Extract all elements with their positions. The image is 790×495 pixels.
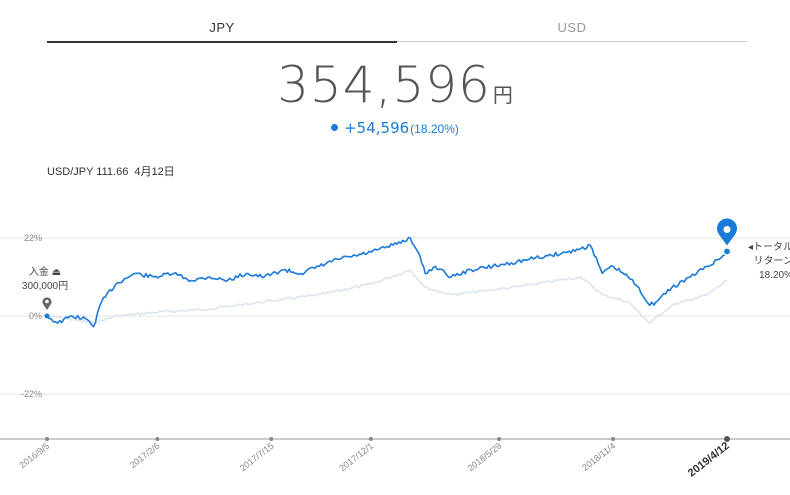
gain-dot-icon [331, 123, 339, 131]
end-point [722, 247, 732, 256]
tab-usd[interactable]: USD [397, 14, 747, 42]
total-return-value: 18.20% [759, 270, 790, 281]
deposit-icon: ⏏ [51, 267, 62, 278]
deposit-label: 入金 [28, 267, 49, 278]
start-point [44, 313, 50, 319]
location-pin-hole [723, 225, 731, 233]
return-pointer-icon: ◂ [747, 242, 753, 253]
total-amount: 354,596 円 [0, 56, 790, 114]
total-return-line1: トータル [753, 242, 790, 253]
x-tick-label: 2017/7/15 [238, 441, 276, 474]
gain-percent: (18.20%) [410, 122, 459, 136]
x-tick-label: 2016/9/5 [17, 441, 51, 470]
y-tick-label: -22% [21, 389, 42, 399]
benchmark-line [46, 269, 728, 325]
gain-value: +54,596 [344, 119, 410, 137]
fx-rate-date: 4月12日 [134, 166, 175, 178]
currency-tabs: JPY USD [47, 14, 747, 43]
amount-unit: 円 [492, 85, 513, 107]
x-tick-label: 2017/2/6 [128, 441, 162, 470]
x-tick-dot [611, 437, 616, 441]
gain-summary: +54,596(18.20%) [0, 119, 790, 138]
deposit-annotation: 入金 ⏏ 300,000円 [14, 266, 76, 294]
fx-rate-label: USD/JPY 111.66 [47, 166, 129, 178]
x-tick-dot [368, 437, 373, 441]
total-return-annotation: ◂トータル リターン 18.20% [735, 241, 790, 283]
x-tick-dot [269, 437, 274, 441]
tab-jpy[interactable]: JPY [47, 14, 397, 43]
x-tick-label: 2019/4/12 [686, 440, 732, 480]
x-tick-dot [497, 437, 502, 441]
portfolio-line [46, 236, 728, 328]
fx-rate: USD/JPY 111.66 4月12日 [47, 163, 181, 179]
x-tick-label: 2018/11/4 [580, 441, 617, 473]
x-tick-dot [724, 436, 730, 442]
deposit-amount: 300,000円 [21, 281, 69, 292]
total-return-line2: リターン [753, 256, 790, 267]
y-tick-label: 0% [29, 311, 42, 321]
amount-value: 354,596 [277, 56, 491, 114]
x-tick-label: 2017/12/1 [337, 441, 375, 474]
x-tick-label: 2018/5/29 [466, 441, 504, 474]
deposit-pin-icon [42, 297, 52, 310]
x-tick-dot [155, 437, 160, 441]
deposit-pin-hole [45, 299, 49, 304]
x-tick-dot [45, 437, 49, 441]
y-tick-label: 22% [24, 233, 42, 243]
